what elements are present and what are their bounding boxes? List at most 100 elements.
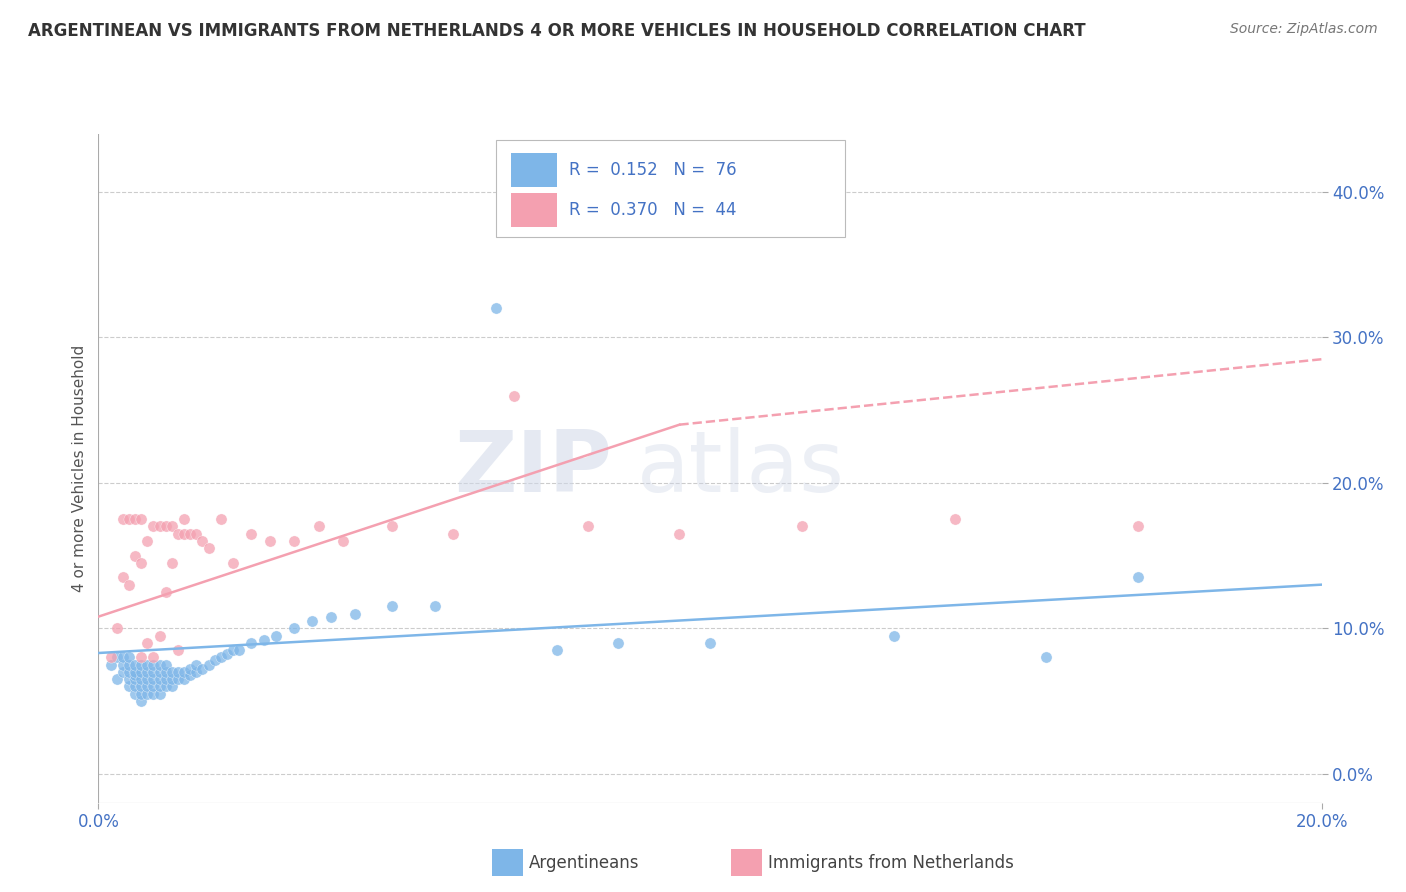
Point bbox=[197, 541, 219, 556]
Point bbox=[136, 636, 159, 650]
Point bbox=[167, 665, 190, 679]
Text: atlas: atlas bbox=[637, 426, 845, 510]
Point bbox=[179, 668, 201, 682]
Point bbox=[209, 650, 232, 665]
Point bbox=[423, 599, 446, 614]
Point bbox=[136, 665, 159, 679]
Point bbox=[173, 672, 195, 686]
Point bbox=[142, 672, 165, 686]
Text: Argentineans: Argentineans bbox=[529, 854, 640, 871]
Point bbox=[149, 657, 172, 672]
Point bbox=[100, 650, 122, 665]
Point bbox=[344, 607, 367, 621]
Point bbox=[124, 657, 146, 672]
Point bbox=[124, 672, 146, 686]
Point bbox=[790, 519, 813, 533]
Point bbox=[136, 534, 159, 549]
Point bbox=[485, 301, 508, 316]
Point bbox=[124, 680, 146, 694]
Point bbox=[129, 694, 152, 708]
Point bbox=[129, 657, 152, 672]
Point bbox=[943, 512, 966, 526]
Point bbox=[129, 650, 152, 665]
Y-axis label: 4 or more Vehicles in Household: 4 or more Vehicles in Household bbox=[72, 344, 87, 592]
Point bbox=[149, 628, 172, 642]
Point bbox=[111, 650, 134, 665]
Point bbox=[118, 657, 141, 672]
Point bbox=[118, 577, 141, 591]
Point bbox=[503, 388, 526, 402]
Point bbox=[173, 526, 195, 541]
Point bbox=[228, 643, 250, 657]
Point bbox=[155, 585, 177, 599]
Point bbox=[160, 680, 183, 694]
Point bbox=[149, 519, 172, 533]
Point bbox=[149, 665, 172, 679]
Text: ARGENTINEAN VS IMMIGRANTS FROM NETHERLANDS 4 OR MORE VEHICLES IN HOUSEHOLD CORRE: ARGENTINEAN VS IMMIGRANTS FROM NETHERLAN… bbox=[28, 22, 1085, 40]
Point bbox=[160, 519, 183, 533]
Point bbox=[222, 643, 245, 657]
Point bbox=[1035, 650, 1057, 665]
Point bbox=[1128, 570, 1150, 584]
Point bbox=[142, 519, 165, 533]
Point bbox=[576, 519, 599, 533]
Point bbox=[111, 570, 134, 584]
Point bbox=[118, 672, 141, 686]
Point bbox=[155, 672, 177, 686]
Point bbox=[264, 628, 287, 642]
Point bbox=[149, 687, 172, 701]
Point bbox=[136, 680, 159, 694]
Point bbox=[129, 512, 152, 526]
Point bbox=[118, 512, 141, 526]
Point bbox=[160, 672, 183, 686]
Point bbox=[332, 534, 354, 549]
Point bbox=[186, 526, 208, 541]
Point bbox=[142, 680, 165, 694]
Point bbox=[155, 657, 177, 672]
Point bbox=[129, 672, 152, 686]
Point bbox=[222, 556, 245, 570]
Point bbox=[129, 665, 152, 679]
Point bbox=[308, 519, 330, 533]
Point bbox=[167, 672, 190, 686]
Point bbox=[699, 636, 721, 650]
Point bbox=[105, 650, 128, 665]
Point bbox=[883, 628, 905, 642]
Point bbox=[209, 512, 232, 526]
Point bbox=[124, 687, 146, 701]
Point bbox=[155, 680, 177, 694]
Point bbox=[259, 534, 281, 549]
Point bbox=[100, 657, 122, 672]
Point bbox=[204, 653, 226, 667]
Point bbox=[105, 621, 128, 635]
Point bbox=[124, 512, 146, 526]
Point bbox=[124, 665, 146, 679]
Point bbox=[381, 519, 404, 533]
Point bbox=[197, 657, 219, 672]
Point bbox=[129, 680, 152, 694]
Point bbox=[160, 665, 183, 679]
Point bbox=[111, 665, 134, 679]
Point bbox=[124, 549, 146, 563]
Point bbox=[167, 643, 190, 657]
Point bbox=[173, 665, 195, 679]
Point bbox=[1128, 519, 1150, 533]
Point bbox=[179, 526, 201, 541]
Point bbox=[149, 680, 172, 694]
Point bbox=[136, 687, 159, 701]
Point bbox=[668, 526, 690, 541]
Point bbox=[142, 650, 165, 665]
Point bbox=[240, 636, 263, 650]
Point bbox=[179, 662, 201, 676]
Point bbox=[129, 687, 152, 701]
Point bbox=[155, 519, 177, 533]
Point bbox=[136, 657, 159, 672]
Point bbox=[186, 657, 208, 672]
Point bbox=[186, 665, 208, 679]
Bar bbox=[510, 153, 557, 187]
Point bbox=[381, 599, 404, 614]
Point bbox=[252, 632, 274, 647]
Point bbox=[283, 621, 305, 635]
Point bbox=[124, 668, 146, 682]
Point bbox=[441, 526, 464, 541]
